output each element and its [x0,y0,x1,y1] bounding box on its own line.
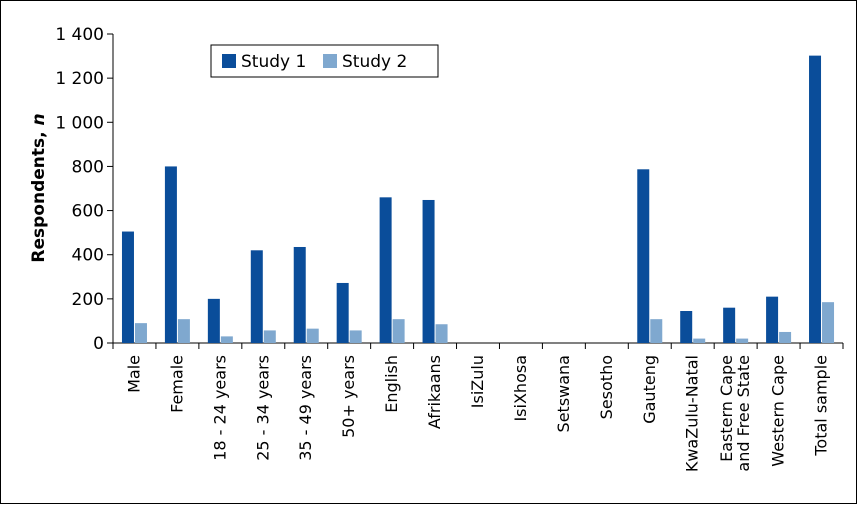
legend: Study 1 Study 2 [210,44,439,78]
y-axis-label: Respondents, n [29,113,49,262]
bar-study-1 [121,231,134,343]
y-tick-label: 1 000 [55,113,104,133]
y-axis-ticks: 0 200 400 600 800 1 000 1 200 1 400 [55,25,113,354]
legend-swatch-study-1 [222,54,236,68]
bar-study-2 [134,323,147,343]
category-label: Sesotho [597,355,616,419]
bar-study-1 [207,298,220,343]
bar-study-1 [250,250,263,343]
category-label: Western Cape [769,355,788,467]
y-tick-label: 0 [93,334,104,354]
bar-study-2 [693,338,706,343]
category-label: 35 - 49 years [296,355,315,461]
bar-study-2 [779,331,792,343]
bar-study-1 [164,166,177,343]
axes [112,34,844,349]
bar-study-1 [723,307,736,343]
y-tick-label: 800 [72,157,104,177]
y-axis-label-main: Respondents, [29,125,49,262]
bar-study-1 [809,55,822,343]
category-label: IsiXhosa [511,355,530,422]
legend-label-study-2: Study 2 [342,52,407,72]
category-label: Female [167,355,186,413]
y-tick-label: 1 200 [55,69,104,89]
svg-text:Respondents, n: Respondents, n [29,113,49,262]
bar-study-2 [435,324,448,343]
y-tick-label: 200 [72,290,104,310]
category-label: 18 - 24 years [210,355,229,461]
bar-study-2 [177,319,190,343]
bar-study-2 [736,338,749,343]
category-label: KwaZulu-Natal [683,355,702,472]
category-label: Total sample [812,355,831,457]
bar-study-1 [422,199,435,343]
bar-study-1 [680,310,693,343]
bar-study-1 [637,169,650,343]
y-axis-label-italic: n [29,113,49,125]
category-label: and Free State [734,355,753,472]
bar-study-1 [379,197,392,343]
legend-swatch-study-2 [323,54,337,68]
category-label: English [382,355,401,413]
category-label: Eastern Cape [717,355,736,462]
bar-study-2 [220,336,233,343]
category-label: Afrikaans [425,355,444,429]
legend-label-study-1: Study 1 [241,52,306,72]
bar-study-2 [392,319,405,343]
category-label: 25 - 34 years [253,355,272,461]
bars [121,55,835,343]
bar-study-1 [293,246,306,343]
bar-study-2 [349,330,362,343]
x-axis-labels: Male Female 18 - 24 years 25 - 34 years 35 -… [124,355,830,472]
y-tick-label: 1 400 [55,25,104,45]
bar-study-2 [306,328,319,343]
bar-study-1 [766,296,779,343]
category-label: Male [124,355,143,393]
bar-study-2 [822,302,835,343]
category-label: Setswana [554,355,573,432]
y-tick-label: 600 [72,202,104,222]
bar-study-2 [263,330,276,343]
y-tick-label: 400 [72,246,104,266]
category-label: Gauteng [640,355,659,424]
category-label: IsiZulu [468,355,487,408]
category-label: 50+ years [339,355,358,438]
bar-study-2 [650,319,663,343]
bar-study-1 [336,282,349,343]
